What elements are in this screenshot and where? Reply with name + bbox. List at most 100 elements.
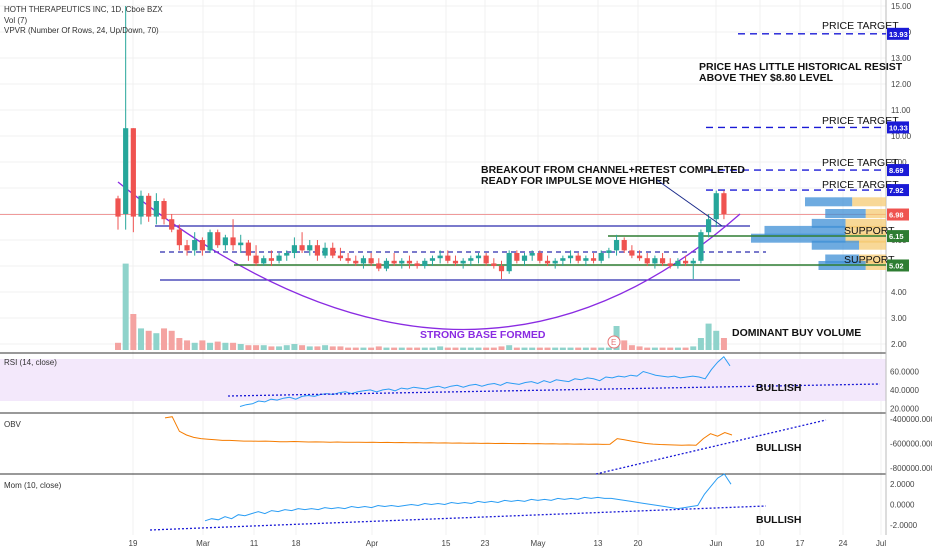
volume-bar (720, 338, 727, 350)
volume-bar (674, 347, 681, 350)
earnings-marker[interactable] (607, 335, 621, 349)
volume-bar (253, 345, 260, 350)
time-axis[interactable]: 19 Mar 11 18 Apr 15 23 May 13 20 Jun 10 17 24 Jul (129, 539, 887, 548)
time-axis-label: 15 (442, 539, 451, 548)
time-axis-label: Jun (710, 539, 723, 548)
candle-body (253, 255, 259, 264)
volume-bar (145, 330, 152, 350)
time-axis-label: Apr (366, 539, 379, 548)
mom-indicator-label: Mom (10, close) (4, 481, 62, 490)
candle-body (422, 260, 428, 266)
obv-axis-tick: -400000.0000 (890, 415, 932, 424)
rsi-axis[interactable]: 60.0000 40.0000 20.0000 (890, 367, 919, 413)
candle-body (376, 263, 382, 269)
volume-bar (207, 342, 214, 350)
rsi-axis-tick: 40.0000 (890, 386, 919, 395)
volume-bar (368, 347, 375, 350)
obv-line (164, 416, 733, 446)
candle-body (682, 260, 689, 264)
candle-body (475, 255, 482, 259)
volume-bar (268, 346, 275, 350)
volume-bar (567, 347, 574, 350)
volume-bar (513, 347, 520, 350)
strong-base-annotation: STRONG BASE FORMED (420, 329, 546, 341)
price-target-label-3: PRICE TARGET (822, 157, 899, 169)
dominant-buy-volume-annotation: DOMINANT BUY VOLUME (732, 327, 861, 339)
price-axis-badges: 13.93 10.33 8.69 7.92 6.98 6.15 5.02 (887, 27, 909, 272)
price-axis-tick: 11.00 (891, 106, 911, 115)
breakout-arrow (656, 179, 723, 227)
price-badge-label: 13.93 (889, 30, 908, 39)
vpvr-row-up (825, 254, 859, 264)
earnings-marker-letter: E (611, 338, 616, 347)
candle-body (414, 263, 420, 266)
candle-body (606, 250, 612, 253)
candle-body (215, 232, 221, 246)
volume-bar (322, 345, 329, 350)
mom-axis-tick: -2.0000 (890, 521, 918, 530)
obv-axis[interactable]: -400000.0000 -600000.0000 -800000.0000 (890, 415, 932, 473)
candle-body (268, 258, 274, 261)
candle-body (590, 258, 597, 261)
volume-bar (467, 347, 474, 350)
candle-body (184, 245, 190, 251)
candle-body (460, 260, 466, 264)
rsi-overbought-oversold-band (0, 359, 886, 401)
candle-body (337, 255, 344, 259)
candle-body (383, 260, 390, 269)
candle-body (399, 260, 405, 264)
candle-body (552, 260, 558, 264)
vpvr-row-up (764, 225, 846, 235)
candle-body (169, 219, 175, 230)
volume-bar (552, 347, 559, 350)
price-badge (887, 121, 909, 134)
volume-bar (168, 330, 175, 350)
mom-line (204, 473, 732, 522)
vpvr-row-up (825, 209, 866, 218)
volume-bar (636, 346, 643, 350)
vpvr-row-down (859, 240, 886, 250)
volume-bar (214, 341, 221, 350)
mom-axis[interactable]: 2.0000 0.0000 -2.0000 (890, 480, 918, 530)
volume-bar (191, 342, 198, 350)
candle-body (299, 245, 305, 251)
candle-body (652, 258, 658, 264)
volume-bar (483, 347, 490, 350)
volume-bar (122, 263, 129, 350)
support-label-1: SUPPORT (844, 225, 895, 237)
volume-bar (406, 347, 413, 350)
vpvr-row-up (811, 218, 846, 228)
candle-body (521, 255, 528, 261)
volume-bar (398, 347, 405, 350)
vpvr-row-down (845, 218, 886, 228)
volume-bar (690, 346, 697, 350)
volume-bar (659, 347, 666, 350)
candle-body (437, 255, 443, 259)
rsi-indicator-label: RSI (14, close) (4, 358, 57, 367)
candle-body (368, 258, 374, 264)
volume-bar (544, 347, 551, 350)
candle-body (659, 258, 666, 264)
candle-body (230, 237, 236, 246)
volume-bar (115, 342, 121, 350)
resistance-annotation-line2: ABOVE THEY $8.80 LEVEL (699, 72, 834, 84)
candle-body (491, 263, 497, 266)
candle-body (353, 260, 359, 264)
candle-body (291, 245, 298, 253)
price-badge-label: 6.98 (889, 211, 904, 220)
drawings-layer (117, 33, 886, 331)
candle-body (636, 255, 643, 259)
price-badge-label: 8.69 (889, 166, 904, 175)
price-badge-label: 7.92 (889, 186, 904, 195)
candle-body (146, 195, 152, 217)
mom-axis-tick: 0.0000 (890, 501, 915, 510)
obv-bullish-annotation: BULLISH (756, 442, 802, 454)
volume-bar (475, 347, 482, 350)
candle-body (161, 201, 167, 220)
candle-body (445, 255, 451, 261)
obv-axis-tick: -600000.0000 (890, 440, 932, 449)
candle-body (199, 240, 205, 251)
candle-body (583, 258, 589, 261)
price-axis-tick: 15.00 (891, 2, 912, 11)
